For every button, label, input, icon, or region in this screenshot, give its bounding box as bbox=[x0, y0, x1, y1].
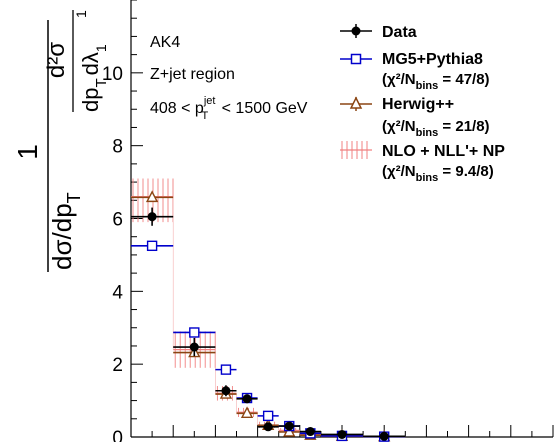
mg5-point bbox=[215, 364, 237, 375]
y-tick-label: 8 bbox=[112, 137, 123, 158]
data-point bbox=[173, 337, 216, 357]
ylabel-denom-right: dpTdλ1 bbox=[78, 44, 110, 112]
y-axis-label: 1 dσ/dpT d²σ dpTdλ1 1 bbox=[12, 10, 110, 272]
herwig-point bbox=[236, 406, 258, 419]
legend-chi-nlo: (χ²/Nbins = 9.4/8) bbox=[382, 163, 494, 184]
legend-marker-herwig bbox=[349, 96, 363, 109]
annotations: AK4 Z+jet region 408 < pjet T < 1500 GeV bbox=[150, 34, 308, 122]
annotation-algo: AK4 bbox=[150, 34, 180, 51]
data-point bbox=[257, 422, 279, 432]
legend: Data MG5+Pythia8 (χ²/Nbins = 47/8) Herwi… bbox=[340, 24, 505, 184]
series-layer bbox=[131, 190, 406, 442]
y-tick-label: 2 bbox=[112, 355, 123, 376]
legend-marker-nlo bbox=[340, 141, 372, 159]
legend-label-herwig: Herwig++ bbox=[382, 96, 454, 113]
ylabel-one: 1 bbox=[12, 144, 43, 160]
data-point bbox=[131, 207, 174, 226]
ylabel-denom-left: dσ/dpT bbox=[47, 192, 84, 270]
legend-label-mg5: MG5+Pythia8 bbox=[382, 51, 483, 68]
legend-marker-mg5 bbox=[350, 53, 362, 65]
mg5-point bbox=[131, 240, 174, 252]
legend-label-data: Data bbox=[382, 24, 417, 41]
y-tick-label: 10 bbox=[102, 64, 123, 85]
data-point bbox=[363, 431, 406, 441]
data-point bbox=[215, 385, 237, 397]
legend-entry-data: Data bbox=[340, 24, 417, 41]
data-point bbox=[278, 421, 300, 431]
axis-ticks: 0 2 4 6 8 10 bbox=[102, 0, 554, 442]
y-tick-label: 6 bbox=[112, 210, 123, 231]
data-point bbox=[320, 429, 364, 439]
legend-chi-mg5: (χ²/Nbins = 47/8) bbox=[382, 71, 490, 92]
legend-entry-nlo: NLO + NLL'+ NP (χ²/Nbins = 9.4/8) bbox=[340, 141, 505, 184]
herwig-point bbox=[131, 190, 174, 203]
data-point bbox=[299, 427, 321, 437]
y-tick-label: 0 bbox=[112, 428, 123, 442]
mg5-point bbox=[257, 410, 279, 422]
annotation-region: Z+jet region bbox=[150, 66, 235, 83]
y-tick-label: 4 bbox=[112, 282, 123, 303]
legend-chi-herwig: (χ²/Nbins = 21/8) bbox=[382, 118, 490, 139]
legend-label-nlo: NLO + NLL'+ NP bbox=[382, 143, 505, 160]
legend-entry-mg5: MG5+Pythia8 (χ²/Nbins = 47/8) bbox=[340, 51, 490, 92]
legend-marker-data bbox=[351, 26, 361, 36]
annotation-cut: 408 < pjet T < 1500 GeV bbox=[150, 95, 308, 122]
legend-entry-herwig: Herwig++ (χ²/Nbins = 21/8) bbox=[340, 96, 490, 139]
ylabel-denom-right-sup: 1 bbox=[73, 10, 89, 18]
ylabel-numer-d2sigma: d²σ bbox=[43, 42, 70, 78]
mg5-point bbox=[173, 327, 216, 338]
data-point bbox=[236, 394, 258, 404]
